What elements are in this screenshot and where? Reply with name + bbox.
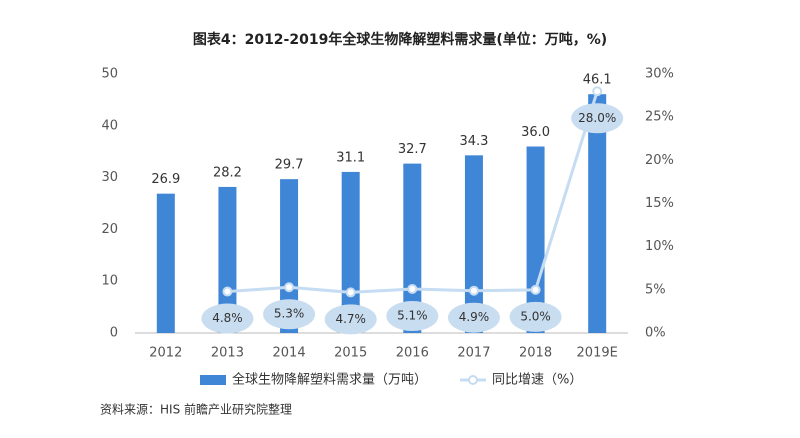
line-label: 5.0% [520,309,551,323]
y-tick-label: 40 [101,118,118,133]
line-marker [345,287,356,298]
line-label: 4.7% [335,312,366,326]
line-marker [592,86,603,97]
bar-label: 32.7 [398,142,427,157]
y2-tick-label: 15% [645,196,674,211]
legend-label: 全球生物降解塑料需求量（万吨） [232,372,427,388]
y2-tick-label: 20% [645,153,674,168]
bar-label: 28.2 [213,165,242,180]
label-bubble [201,303,254,334]
y-tick-label: 10 [101,274,118,289]
line-marker [468,285,479,296]
bar [588,94,607,334]
bar [526,146,545,333]
bar-label: 36.0 [521,125,550,140]
line-label: 28.0% [578,111,616,125]
y-tick-label: 0 [110,326,118,341]
bar-label: 31.1 [336,150,365,165]
line-marker [407,283,418,294]
x-tick-label: 2017 [457,346,490,361]
line-label: 5.3% [274,307,305,321]
label-bubble [263,299,316,330]
line-label: 5.1% [397,308,428,322]
x-tick-label: 2012 [149,346,182,361]
bar-label: 34.3 [459,134,488,149]
y-tick-label: 30 [101,170,118,185]
line-marker [530,284,541,295]
x-tick-label: 2015 [334,346,367,361]
x-tick-label: 2013 [211,346,244,361]
x-tick-label: 2019E [577,346,618,361]
source: 资料来源：HIS 前瞻产业研究院整理 [100,402,292,417]
label-bubble [571,103,624,134]
y2-tick-label: 30% [645,67,674,82]
y2-tick-label: 5% [645,282,666,297]
legend-swatch [468,375,478,385]
y-tick-label: 50 [101,67,118,82]
bar [156,193,175,333]
bar-label: 29.7 [275,158,304,173]
y2-tick-label: 10% [645,239,674,254]
x-tick-label: 2016 [396,346,429,361]
label-bubble [447,302,500,333]
label-bubble [509,301,562,332]
y-tick-label: 20 [101,222,118,237]
x-tick-label: 2018 [519,346,552,361]
label-bubble [386,300,439,331]
y2-tick-label: 25% [645,110,674,125]
bar [218,186,237,333]
legend-swatch [200,375,226,385]
legend-label: 同比增速（%） [492,373,582,388]
line-marker [222,286,233,297]
line-label: 4.8% [212,311,243,325]
line-label: 4.9% [459,310,490,324]
label-bubble [324,304,377,335]
bar [280,179,299,333]
chart-title: 图表4：2012-2019年全球生物降解塑料需求量(单位：万吨，%) [193,31,607,48]
x-tick-label: 2014 [273,346,306,361]
bar-label: 26.9 [151,172,180,187]
line-marker [284,282,295,293]
y2-tick-label: 0% [645,326,666,341]
bar-label: 46.1 [583,73,612,88]
